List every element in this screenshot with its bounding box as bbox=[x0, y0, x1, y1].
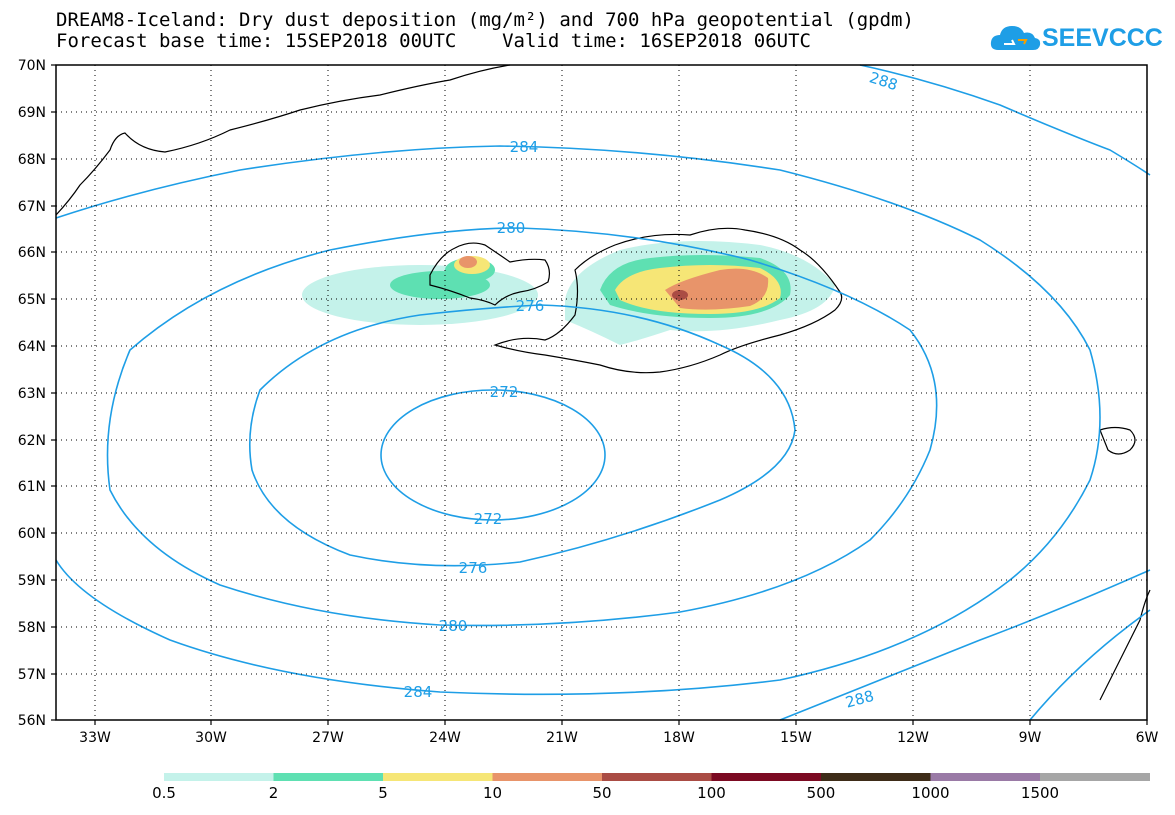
contour-label: 276 bbox=[459, 559, 488, 577]
longitude-labels: 33W 30W 27W 24W 21W 18W 15W 12W 9W 6W bbox=[79, 730, 1158, 746]
contour-288-se bbox=[1029, 609, 1151, 721]
latitude-labels: 70N 69N 68N 67N 66N 65N 64N 63N 62N 61N … bbox=[18, 58, 46, 729]
dust-area-50 bbox=[672, 290, 688, 300]
colorbar-swatch bbox=[273, 773, 384, 781]
geopotential-contours bbox=[55, 64, 1151, 721]
lat-label: 64N bbox=[18, 339, 46, 355]
contour-label: 280 bbox=[497, 219, 526, 237]
colorbar-label: 10 bbox=[483, 784, 502, 802]
lon-label: 18W bbox=[663, 730, 695, 746]
colorbar-swatch bbox=[821, 773, 931, 781]
scotland-coast bbox=[1099, 589, 1151, 701]
colorbar-swatch bbox=[383, 773, 493, 781]
lat-label: 58N bbox=[18, 620, 46, 636]
lat-label: 60N bbox=[18, 526, 46, 542]
colorbar-swatch bbox=[164, 773, 274, 781]
dust-area-10 bbox=[459, 256, 477, 268]
faroe-coast bbox=[1099, 426, 1136, 455]
colorbar-swatch bbox=[492, 773, 603, 781]
colorbar-label: 100 bbox=[697, 784, 726, 802]
dust-area-10 bbox=[665, 268, 769, 310]
contour-288-south bbox=[779, 569, 1151, 721]
lat-label: 62N bbox=[18, 433, 46, 449]
lat-label: 67N bbox=[18, 199, 46, 215]
cloud-icon bbox=[990, 26, 1041, 50]
contour-284 bbox=[55, 145, 1101, 696]
lat-label: 66N bbox=[18, 245, 46, 261]
contour-276 bbox=[248, 304, 796, 567]
logo-text: SEEVCCC bbox=[1042, 24, 1163, 52]
lat-label: 59N bbox=[18, 573, 46, 589]
colorbar-swatch bbox=[1040, 773, 1150, 781]
colorbar-label: 0.5 bbox=[152, 784, 176, 802]
colorbar-label: 2 bbox=[269, 784, 279, 802]
contour-label: 280 bbox=[439, 617, 468, 635]
colorbar-swatch bbox=[602, 773, 712, 781]
colorbar-swatch bbox=[930, 773, 1041, 781]
lon-label: 15W bbox=[780, 730, 812, 746]
map-title: DREAM8-Iceland: Dry dust deposition (mg/… bbox=[56, 9, 914, 31]
graticule bbox=[56, 65, 1147, 720]
colorbar: 0.5 2 5 10 50 100 500 1000 1500 bbox=[152, 773, 1150, 802]
contour-labels: 288 284 280 276 272 272 276 280 284 288 bbox=[404, 68, 900, 711]
lon-label: 30W bbox=[195, 730, 227, 746]
colorbar-swatch bbox=[711, 773, 822, 781]
seevccc-logo: SEEVCCC bbox=[990, 18, 1163, 58]
colorbar-label: 1000 bbox=[911, 784, 949, 802]
contour-280 bbox=[106, 227, 938, 627]
contour-label: 276 bbox=[516, 297, 545, 315]
lon-label: 12W bbox=[897, 730, 929, 746]
coastlines bbox=[55, 64, 1151, 701]
iceland-main-coast bbox=[493, 227, 843, 374]
lat-label: 63N bbox=[18, 386, 46, 402]
colorbar-label: 5 bbox=[378, 784, 388, 802]
lat-label: 57N bbox=[18, 667, 46, 683]
colorbar-label: 1500 bbox=[1021, 784, 1059, 802]
tick-marks bbox=[51, 64, 1148, 725]
lon-label: 9W bbox=[1019, 730, 1042, 746]
lat-label: 65N bbox=[18, 292, 46, 308]
lon-label: 33W bbox=[79, 730, 111, 746]
lat-label: 69N bbox=[18, 105, 46, 121]
lon-label: 27W bbox=[312, 730, 344, 746]
dust-shading bbox=[302, 241, 835, 345]
iceland-westfjords bbox=[429, 242, 551, 306]
lat-label: 70N bbox=[18, 58, 46, 74]
contour-label: 284 bbox=[510, 138, 539, 156]
lat-label: 68N bbox=[18, 152, 46, 168]
forecast-times: Forecast base time: 15SEP2018 00UTC Vali… bbox=[56, 30, 811, 52]
colorbar-label: 50 bbox=[592, 784, 611, 802]
contour-label: 284 bbox=[404, 683, 433, 701]
contour-label: 272 bbox=[474, 510, 503, 528]
contour-label: 288 bbox=[844, 687, 876, 712]
lon-label: 24W bbox=[429, 730, 461, 746]
lon-label: 21W bbox=[546, 730, 578, 746]
contour-label: 272 bbox=[490, 383, 519, 401]
contour-288-north bbox=[859, 64, 1151, 176]
lat-label: 56N bbox=[18, 713, 46, 729]
lat-label: 61N bbox=[18, 479, 46, 495]
lon-label: 6W bbox=[1136, 730, 1159, 746]
contour-272 bbox=[380, 389, 606, 521]
colorbar-label: 500 bbox=[807, 784, 836, 802]
contour-label: 288 bbox=[867, 68, 900, 94]
greenland-coast bbox=[55, 64, 511, 216]
